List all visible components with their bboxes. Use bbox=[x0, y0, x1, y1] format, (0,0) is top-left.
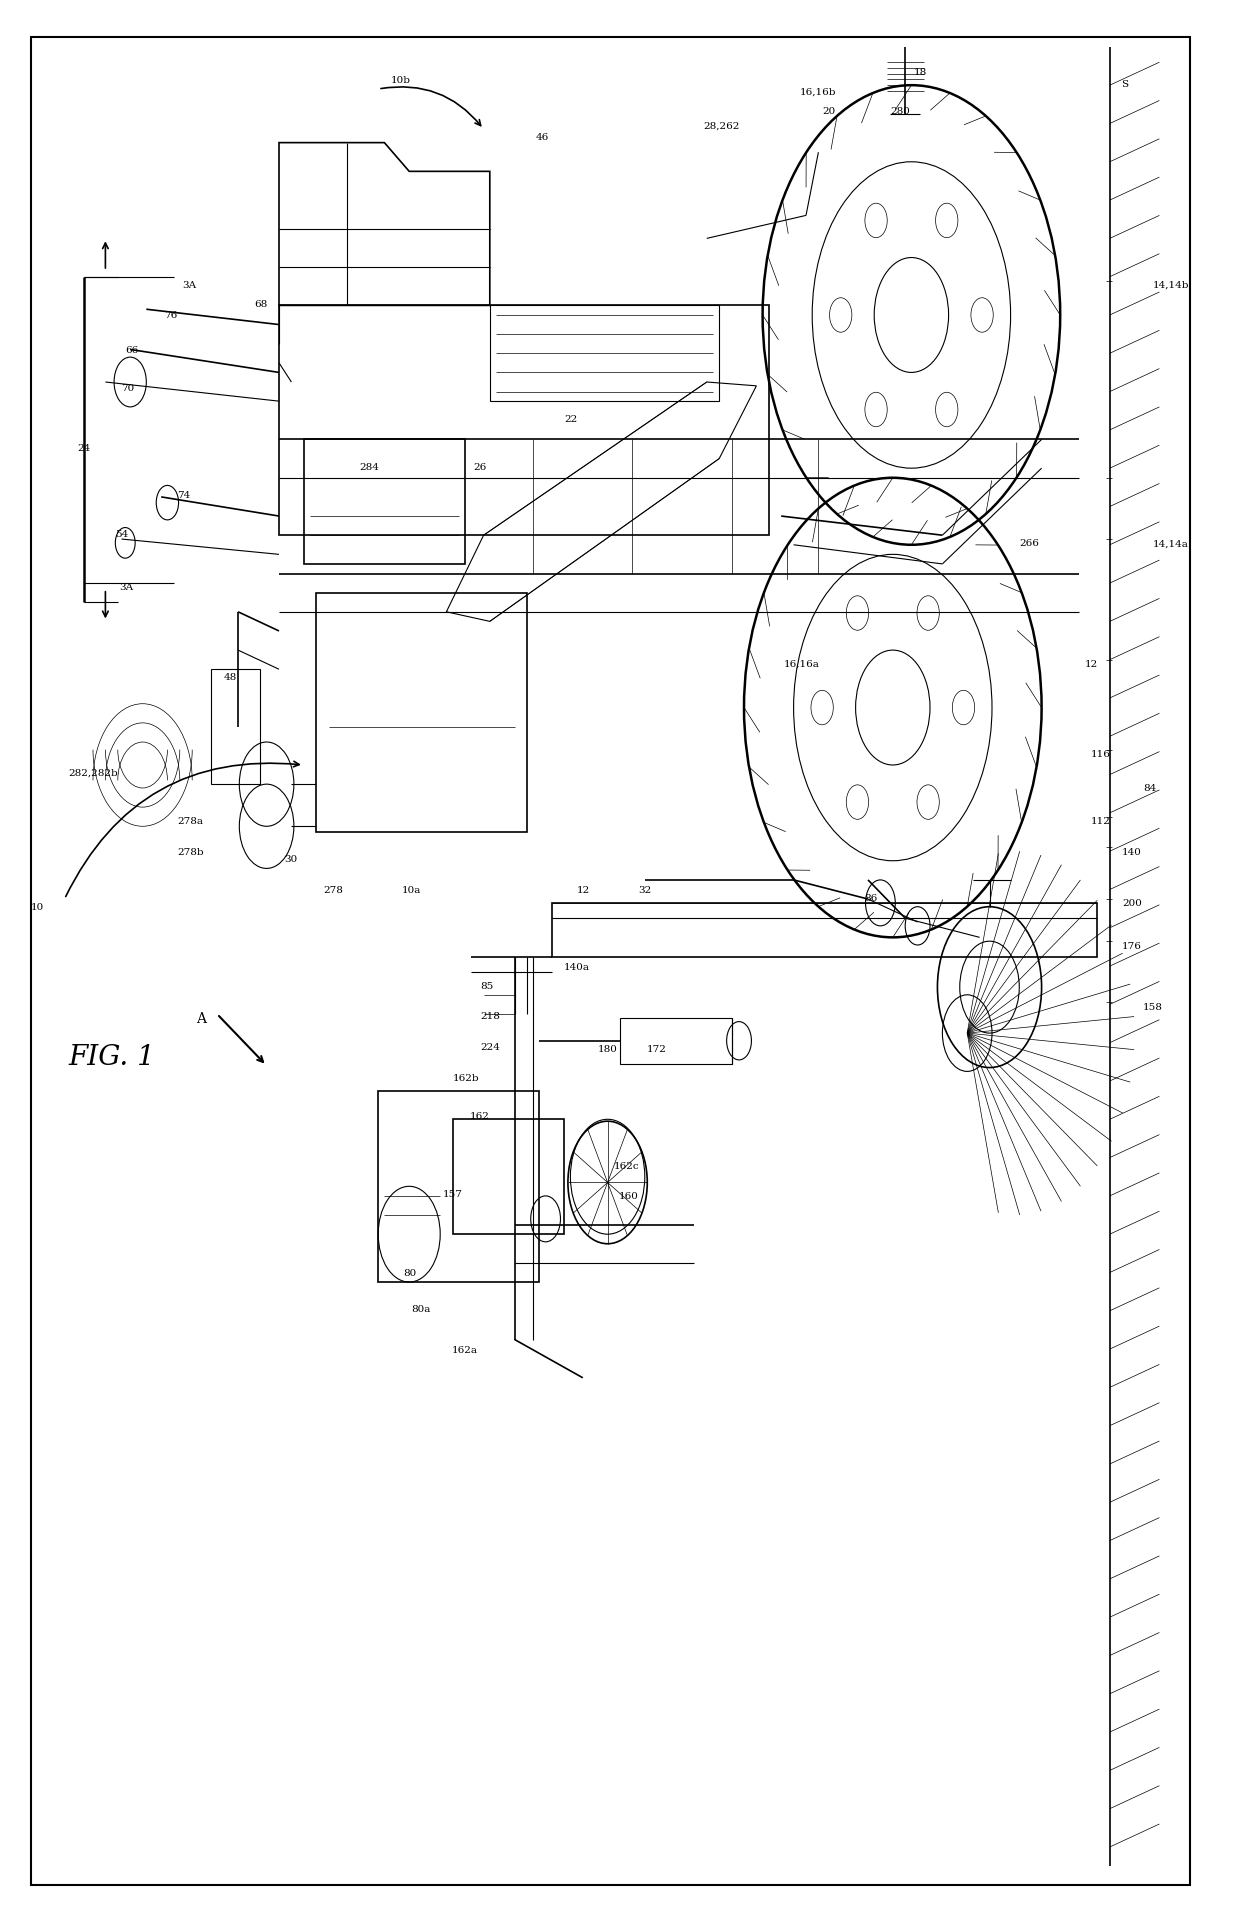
Text: 86: 86 bbox=[864, 894, 878, 901]
Text: 157: 157 bbox=[443, 1191, 463, 1198]
Text: 70: 70 bbox=[122, 385, 135, 392]
Bar bbox=[453, 1120, 564, 1235]
Text: 26: 26 bbox=[474, 463, 487, 471]
Text: A: A bbox=[196, 1011, 206, 1026]
Bar bbox=[211, 670, 260, 785]
Text: 224: 224 bbox=[480, 1043, 500, 1051]
Text: 10: 10 bbox=[31, 903, 45, 911]
Bar bbox=[304, 440, 465, 565]
Text: 22: 22 bbox=[564, 415, 578, 423]
Bar bbox=[378, 1091, 539, 1282]
Text: 176: 176 bbox=[1122, 942, 1142, 949]
Text: 12: 12 bbox=[577, 886, 590, 894]
Text: 278: 278 bbox=[324, 886, 343, 894]
Text: 218: 218 bbox=[480, 1013, 500, 1020]
Text: 30: 30 bbox=[284, 856, 298, 863]
Text: 48: 48 bbox=[223, 674, 237, 681]
Text: 266: 266 bbox=[1019, 540, 1039, 547]
Text: 10b: 10b bbox=[391, 77, 410, 84]
Text: 54: 54 bbox=[115, 530, 129, 538]
Text: 20: 20 bbox=[822, 107, 836, 115]
Text: 12: 12 bbox=[1085, 660, 1099, 668]
Bar bbox=[552, 903, 1097, 957]
Text: 162c: 162c bbox=[614, 1162, 640, 1169]
Text: 16,16b: 16,16b bbox=[800, 88, 836, 96]
Text: 16,16a: 16,16a bbox=[784, 660, 820, 668]
Text: 162a: 162a bbox=[451, 1346, 477, 1353]
Text: 14,14b: 14,14b bbox=[1153, 281, 1189, 289]
Text: 80a: 80a bbox=[412, 1305, 432, 1313]
Text: 76: 76 bbox=[164, 312, 177, 320]
Text: 160: 160 bbox=[619, 1192, 639, 1200]
Text: 74: 74 bbox=[177, 492, 191, 500]
Text: 10a: 10a bbox=[402, 886, 422, 894]
Text: 66: 66 bbox=[125, 346, 139, 354]
Text: 158: 158 bbox=[1143, 1003, 1163, 1011]
Text: 180: 180 bbox=[598, 1045, 618, 1053]
Bar bbox=[620, 1018, 732, 1064]
Text: 284: 284 bbox=[360, 463, 379, 471]
Text: 28,262: 28,262 bbox=[703, 122, 739, 130]
Text: 282,282b: 282,282b bbox=[68, 769, 118, 777]
Text: 85: 85 bbox=[480, 982, 494, 990]
Text: 140: 140 bbox=[1122, 848, 1142, 856]
Text: 278a: 278a bbox=[177, 817, 203, 825]
Text: 3A: 3A bbox=[182, 281, 196, 289]
Text: 84: 84 bbox=[1143, 785, 1157, 792]
Text: 200: 200 bbox=[1122, 900, 1142, 907]
Text: 68: 68 bbox=[254, 300, 268, 308]
Text: 116: 116 bbox=[1091, 750, 1111, 758]
Text: 278b: 278b bbox=[177, 848, 203, 856]
Text: 162: 162 bbox=[470, 1112, 490, 1120]
Text: 140a: 140a bbox=[564, 963, 590, 970]
Text: 280: 280 bbox=[890, 107, 910, 115]
Text: 112: 112 bbox=[1091, 817, 1111, 825]
Text: 14,14a: 14,14a bbox=[1153, 540, 1189, 547]
Bar bbox=[316, 593, 527, 833]
Text: 32: 32 bbox=[639, 886, 652, 894]
Text: 24: 24 bbox=[77, 444, 91, 452]
Text: 18: 18 bbox=[914, 69, 928, 77]
Text: 3A: 3A bbox=[119, 584, 133, 591]
Text: 172: 172 bbox=[647, 1045, 667, 1053]
Text: S: S bbox=[1121, 80, 1128, 88]
Text: 46: 46 bbox=[536, 134, 549, 142]
Text: 80: 80 bbox=[403, 1269, 417, 1277]
Text: 162b: 162b bbox=[453, 1074, 479, 1081]
Text: FIG. 1: FIG. 1 bbox=[68, 1043, 155, 1070]
